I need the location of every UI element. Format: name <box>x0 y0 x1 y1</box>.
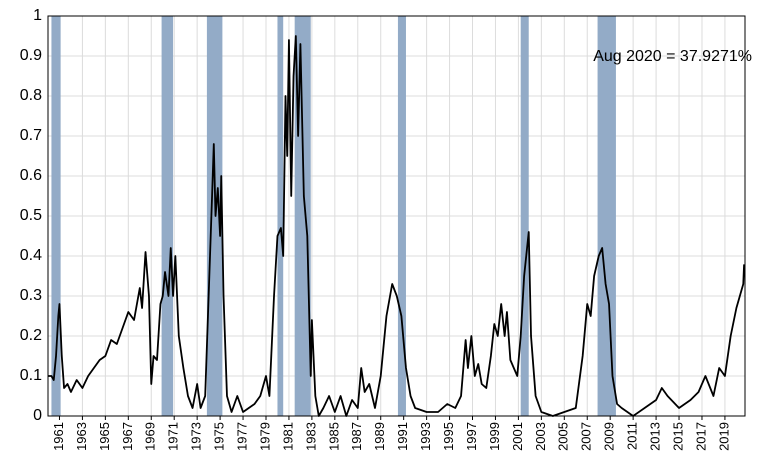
recession-band <box>277 16 284 416</box>
x-tick-label: 1975 <box>212 422 227 451</box>
recession-band <box>397 16 406 416</box>
x-tick-label: 2017 <box>693 422 708 451</box>
y-tick-label: 0.4 <box>20 247 42 264</box>
x-tick-label: 1963 <box>74 422 89 451</box>
x-tick-label: 1971 <box>166 422 181 451</box>
x-tick-label: 1965 <box>97 422 112 451</box>
x-tick-label: 1977 <box>234 422 249 451</box>
x-tick-label: 1973 <box>189 422 204 451</box>
x-tick-label: 2003 <box>533 422 548 451</box>
y-tick-label: 0.1 <box>20 367 42 384</box>
x-tick-label: 1969 <box>143 422 158 451</box>
x-tick-label: 1981 <box>280 422 295 451</box>
y-tick-label: 0.8 <box>20 87 42 104</box>
x-tick-label: 1991 <box>395 422 410 451</box>
y-tick-label: 0.2 <box>20 327 42 344</box>
x-tick-label: 1999 <box>487 422 502 451</box>
x-tick-label: 2005 <box>556 422 571 451</box>
x-tick-label: 2013 <box>648 422 663 451</box>
x-tick-label: 1985 <box>326 422 341 451</box>
recession-band <box>51 16 61 416</box>
x-tick-label: 2019 <box>716 422 731 451</box>
recession-band <box>520 16 529 416</box>
x-tick-label: 1961 <box>51 422 66 451</box>
x-tick-label: 1987 <box>349 422 364 451</box>
plot-frame <box>47 15 746 417</box>
x-tick-label: 1989 <box>372 422 387 451</box>
y-tick-label: 0.6 <box>20 167 42 184</box>
annotation: Aug 2020 = 37.9271% <box>593 48 752 65</box>
y-tick-label: 0.3 <box>20 287 42 304</box>
plot-layer: 0 0.1 0.2 0.3 0.4 0.5 0.6 0.7 0.8 0.9 1 1961 1963 196… <box>20 7 746 451</box>
x-tick-label: 1997 <box>464 422 479 451</box>
x-tick-label: 2009 <box>602 422 617 451</box>
x-tick-label: 2015 <box>670 422 685 451</box>
x-tick-label: 1967 <box>120 422 135 451</box>
recession-band <box>597 16 616 416</box>
x-tick-label: 1995 <box>441 422 456 451</box>
y-tick-label: 0.7 <box>20 127 42 144</box>
y-tick-label: 1 <box>33 7 42 24</box>
x-tick-label: 1993 <box>418 422 433 451</box>
x-tick-label: 2011 <box>625 422 640 450</box>
x-tick-label: 1979 <box>257 422 272 451</box>
data-line <box>48 35 745 417</box>
y-tick-label: 0 <box>33 407 42 424</box>
x-tick-label: 2001 <box>510 422 525 451</box>
x-tick-label: 1983 <box>303 422 318 451</box>
y-tick-label: 0.9 <box>20 47 42 64</box>
recession-band <box>161 16 174 416</box>
x-tick-label: 2007 <box>579 422 594 451</box>
y-tick-label: 0.5 <box>20 207 42 224</box>
